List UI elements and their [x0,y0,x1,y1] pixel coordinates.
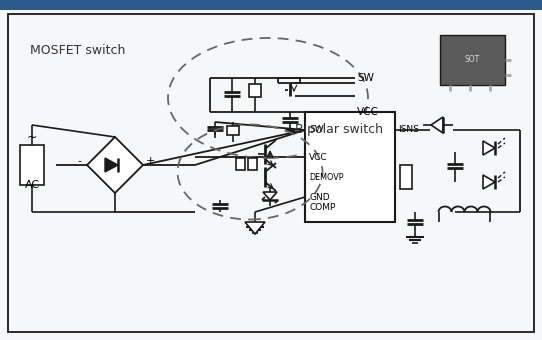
Polygon shape [245,222,265,234]
Text: COMP: COMP [309,203,335,211]
Bar [440,35,505,85]
Text: GND: GND [309,192,330,202]
Polygon shape [483,141,495,155]
Text: VCC: VCC [357,107,379,117]
Text: Bipolar switch: Bipolar switch [295,123,383,136]
Bar [236,158,245,170]
Text: DEMOVP: DEMOVP [309,172,344,182]
Bar [227,126,239,135]
Bar [20,145,44,185]
Text: +: + [146,156,156,166]
Text: SOT: SOT [464,55,480,65]
Bar [400,165,412,189]
Text: MOSFET switch: MOSFET switch [30,44,125,56]
Polygon shape [483,175,495,189]
Bar [248,158,257,170]
Text: ~: ~ [27,131,37,143]
Text: SW: SW [357,73,374,83]
Text: VCC: VCC [309,153,327,162]
Bar [305,112,395,222]
Text: AC: AC [24,180,40,190]
Bar [0,0,542,10]
Text: SW: SW [309,125,324,135]
Polygon shape [105,158,118,172]
Polygon shape [87,137,143,193]
Text: ISNS: ISNS [398,125,419,135]
Bar [249,84,261,97]
Polygon shape [263,192,277,200]
Text: -: - [77,156,81,166]
Polygon shape [431,117,443,133]
